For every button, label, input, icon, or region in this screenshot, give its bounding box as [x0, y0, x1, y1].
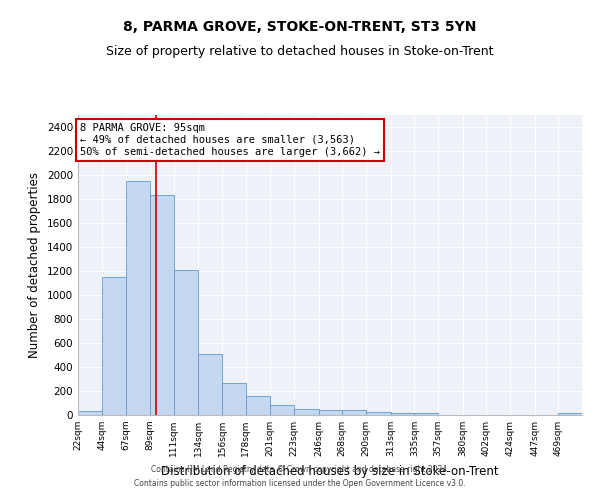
Bar	[199, 354, 222, 415]
Bar	[222, 383, 245, 415]
Bar	[391, 412, 415, 415]
Bar	[366, 412, 391, 415]
X-axis label: Distribution of detached houses by size in Stoke-on-Trent: Distribution of detached houses by size …	[161, 464, 499, 477]
Y-axis label: Number of detached properties: Number of detached properties	[28, 172, 41, 358]
Bar	[343, 410, 366, 415]
Bar	[271, 406, 294, 415]
Bar	[101, 277, 127, 415]
Bar	[559, 412, 582, 415]
Bar	[245, 396, 271, 415]
Text: Contains HM Land Registry data © Crown copyright and database right 2024.
Contai: Contains HM Land Registry data © Crown c…	[134, 466, 466, 487]
Bar	[150, 196, 173, 415]
Bar	[294, 409, 319, 415]
Bar	[415, 413, 438, 415]
Text: Size of property relative to detached houses in Stoke-on-Trent: Size of property relative to detached ho…	[106, 45, 494, 58]
Bar	[173, 270, 199, 415]
Bar	[127, 181, 150, 415]
Text: 8, PARMA GROVE, STOKE-ON-TRENT, ST3 5YN: 8, PARMA GROVE, STOKE-ON-TRENT, ST3 5YN	[124, 20, 476, 34]
Bar	[319, 410, 343, 415]
Bar	[78, 412, 101, 415]
Text: 8 PARMA GROVE: 95sqm
← 49% of detached houses are smaller (3,563)
50% of semi-de: 8 PARMA GROVE: 95sqm ← 49% of detached h…	[80, 124, 380, 156]
